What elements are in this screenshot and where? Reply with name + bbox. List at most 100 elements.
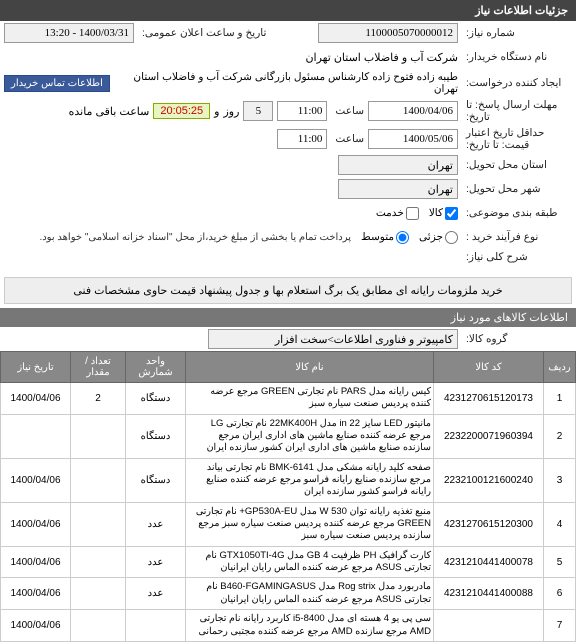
cell-name: صفحه کلید رایانه مشکی مدل BMK-6141 نام ت… — [186, 458, 434, 502]
cell-unit — [126, 610, 186, 642]
table-row[interactable]: 14231270615120173کیس رایانه مدل PARS نام… — [1, 383, 576, 415]
table-row[interactable]: 44231270615120300منبع تغذیه رایانه توان … — [1, 502, 576, 546]
buyer-org-value: شرکت آب و فاضلاب استان تهران — [305, 51, 458, 64]
cell-qty — [71, 458, 126, 502]
cell-code — [434, 610, 544, 642]
cell-qty — [71, 578, 126, 610]
day-label: روز — [223, 105, 239, 118]
cell-qty — [71, 414, 126, 458]
cell-date: 1400/04/06 — [1, 502, 71, 546]
process-mid-option[interactable]: متوسط — [361, 231, 409, 244]
and-label: و — [214, 105, 219, 118]
contact-button[interactable]: اطلاعات تماس خریدار — [4, 75, 110, 92]
col-code: کد کالا — [434, 352, 544, 383]
table-row[interactable]: 32232100121600240صفحه کلید رایانه مشکی م… — [1, 458, 576, 502]
col-qty: تعداد / مقدار — [71, 352, 126, 383]
process-mid-radio[interactable] — [396, 231, 409, 244]
cell-date: 1400/04/06 — [1, 610, 71, 642]
cell-code: 4231270615120300 — [434, 502, 544, 546]
cell-date: 1400/04/06 — [1, 383, 71, 415]
budget-service-option[interactable]: خدمت — [376, 207, 419, 220]
cell-name: کارت گرافیک PH ظرفیت 4 GB مدل GTX1050TI-… — [186, 546, 434, 578]
cell-unit: عدد — [126, 502, 186, 546]
cell-index: 7 — [544, 610, 576, 642]
process-low-radio[interactable] — [445, 231, 458, 244]
header-title: جزئیات اطلاعات نیاز — [475, 5, 568, 17]
col-index: ردیف — [544, 352, 576, 383]
budget-label: طبقه بندی موضوعی: — [462, 207, 572, 219]
cell-date: 1400/04/06 — [1, 546, 71, 578]
deadline-time-label: ساعت — [331, 105, 364, 117]
delivery-city-input — [338, 179, 458, 199]
cell-unit: دستگاه — [126, 458, 186, 502]
cell-code: 4231210441400078 — [434, 546, 544, 578]
creator-label: ایجاد کننده درخواست: — [462, 77, 572, 89]
table-row[interactable]: 7 سی پی یو 4 هسته ای مدل i5-8400 کاربرد ر… — [1, 610, 576, 642]
cell-date: 1400/04/06 — [1, 458, 71, 502]
day-count — [243, 101, 273, 121]
delivery-state-label: استان محل تحویل: — [462, 159, 572, 171]
delivery-state-input — [338, 155, 458, 175]
countdown-timer: 20:05:25 — [153, 103, 210, 119]
cell-name: مانیتور LED سایز 22 in مدل 22MK400H نام … — [186, 414, 434, 458]
cell-code: 2232200071960394 — [434, 414, 544, 458]
budget-options: کالا خدمت — [376, 207, 458, 220]
deadline-time-input[interactable] — [277, 101, 327, 121]
cell-date: 1400/04/06 — [1, 578, 71, 610]
cell-name: منبع تغذیه رایانه توان 530 W مدل GP530A-… — [186, 502, 434, 546]
cell-index: 1 — [544, 383, 576, 415]
cell-index: 3 — [544, 458, 576, 502]
cell-code: 4231270615120173 — [434, 383, 544, 415]
cell-name: مادربورد مدل Rog strix مدل B460-FGAMINGA… — [186, 578, 434, 610]
validity-time-label: ساعت — [331, 133, 364, 145]
table-row[interactable]: 54231210441400078کارت گرافیک PH ظرفیت 4 … — [1, 546, 576, 578]
cell-unit: عدد — [126, 546, 186, 578]
announce-input — [4, 23, 134, 43]
table-header-row: ردیف کد کالا نام کالا واحد شمارش تعداد /… — [1, 352, 576, 383]
cell-index: 5 — [544, 546, 576, 578]
cell-name: سی پی یو 4 هسته ای مدل i5-8400 کاربرد را… — [186, 610, 434, 642]
need-no-input — [318, 23, 458, 43]
cell-index: 6 — [544, 578, 576, 610]
process-low-option[interactable]: جزئی — [419, 231, 458, 244]
col-date: تاریخ نیاز — [1, 352, 71, 383]
table-row[interactable]: 64231210441400088مادربورد مدل Rog strix … — [1, 578, 576, 610]
process-label: نوع فرآیند خرید : — [462, 231, 572, 243]
cell-qty — [71, 502, 126, 546]
table-row[interactable]: 22232200071960394مانیتور LED سایز 22 in … — [1, 414, 576, 458]
page-header: جزئیات اطلاعات نیاز — [0, 0, 576, 21]
announce-label: تاریخ و ساعت اعلان عمومی: — [138, 27, 288, 39]
group-input — [208, 329, 458, 349]
desc-label: شرح کلی نیاز: — [462, 251, 572, 263]
cell-unit: عدد — [126, 578, 186, 610]
cell-index: 4 — [544, 502, 576, 546]
validity-label: حداقل تاریخ اعتبار قیمت: تا تاریخ: — [462, 127, 572, 151]
buy-note: پرداخت تمام یا بخشی از مبلغ خرید،از محل … — [39, 232, 357, 243]
cell-qty — [71, 546, 126, 578]
items-table: ردیف کد کالا نام کالا واحد شمارش تعداد /… — [0, 351, 576, 642]
cell-qty: 2 — [71, 383, 126, 415]
items-section-header: اطلاعات کالاهای مورد نیاز — [0, 308, 576, 327]
cell-unit: دستگاه — [126, 383, 186, 415]
delivery-city-label: شهر محل تحویل: — [462, 183, 572, 195]
col-name: نام کالا — [186, 352, 434, 383]
deadline-send-label: مهلت ارسال پاسخ: تا تاریخ: — [462, 99, 572, 123]
budget-goods-checkbox[interactable] — [445, 207, 458, 220]
group-label: گروه کالا: — [462, 333, 572, 345]
creator-value: طیبه زاده فتوح زاده کارشناس مسئول بازرگا… — [114, 71, 458, 95]
validity-date-input[interactable] — [368, 129, 458, 149]
items-section-title: اطلاعات کالاهای مورد نیاز — [451, 312, 568, 324]
validity-time-input[interactable] — [277, 129, 327, 149]
process-options: جزئی متوسط — [361, 231, 458, 244]
col-unit: واحد شمارش — [126, 352, 186, 383]
budget-service-checkbox[interactable] — [406, 207, 419, 220]
cell-qty — [71, 610, 126, 642]
remain-label: ساعت باقی مانده — [69, 105, 150, 118]
budget-goods-option[interactable]: کالا — [429, 207, 458, 220]
cell-index: 2 — [544, 414, 576, 458]
cell-unit: دستگاه — [126, 414, 186, 458]
cell-date — [1, 414, 71, 458]
description-box: خرید ملزومات رایانه ای مطابق یک برگ استع… — [4, 277, 572, 304]
cell-name: کیس رایانه مدل PARS نام تجارتی GREEN مرج… — [186, 383, 434, 415]
deadline-date-input[interactable] — [368, 101, 458, 121]
